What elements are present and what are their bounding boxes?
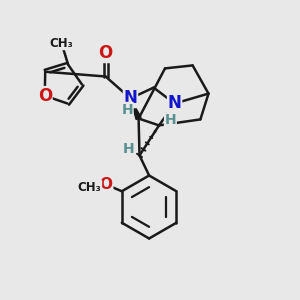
Text: H: H [122,142,134,156]
Text: H: H [122,103,133,116]
Text: N: N [168,94,182,112]
Text: N: N [124,89,137,107]
Text: O: O [38,87,52,105]
Text: CH₃: CH₃ [50,37,74,50]
Text: H: H [165,113,176,127]
Polygon shape [130,98,141,119]
Text: O: O [98,44,113,62]
Text: CH₃: CH₃ [78,181,102,194]
Text: O: O [100,177,113,192]
